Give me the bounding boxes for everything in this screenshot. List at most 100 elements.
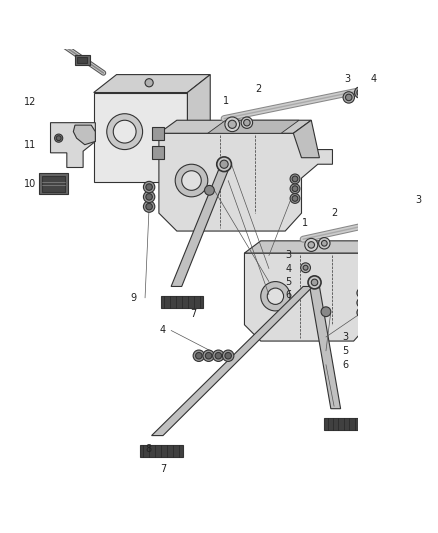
Circle shape — [54, 134, 63, 142]
Polygon shape — [73, 125, 95, 144]
Bar — [42, 176, 65, 192]
Text: 3: 3 — [343, 75, 350, 85]
Text: 2: 2 — [254, 84, 261, 94]
Circle shape — [290, 184, 299, 193]
Text: 2: 2 — [330, 208, 336, 218]
Circle shape — [175, 164, 207, 197]
Polygon shape — [140, 446, 182, 457]
Circle shape — [243, 119, 250, 126]
Text: 1: 1 — [301, 218, 307, 228]
Polygon shape — [93, 93, 187, 182]
Circle shape — [345, 94, 351, 101]
Polygon shape — [151, 286, 312, 435]
Circle shape — [219, 160, 228, 168]
Circle shape — [318, 238, 329, 249]
Circle shape — [290, 193, 299, 204]
Text: 7: 7 — [159, 464, 166, 474]
Circle shape — [356, 288, 366, 298]
Circle shape — [106, 114, 142, 150]
Text: 5: 5 — [342, 346, 348, 356]
Text: 6: 6 — [285, 289, 291, 300]
Circle shape — [356, 89, 363, 96]
Text: 4: 4 — [159, 326, 166, 335]
Polygon shape — [171, 168, 229, 286]
Polygon shape — [160, 296, 202, 309]
Circle shape — [427, 210, 434, 216]
Circle shape — [320, 307, 330, 317]
Circle shape — [302, 265, 307, 270]
Circle shape — [300, 263, 310, 272]
Circle shape — [260, 281, 290, 311]
Polygon shape — [93, 75, 210, 93]
Circle shape — [204, 185, 214, 195]
Circle shape — [434, 205, 438, 215]
Circle shape — [290, 174, 299, 184]
Circle shape — [205, 352, 212, 359]
Polygon shape — [358, 241, 384, 281]
Circle shape — [358, 310, 364, 316]
Polygon shape — [187, 75, 210, 167]
Circle shape — [358, 290, 364, 296]
Circle shape — [311, 279, 317, 286]
Circle shape — [342, 92, 353, 103]
Polygon shape — [309, 286, 340, 409]
Circle shape — [145, 193, 152, 200]
Circle shape — [56, 136, 61, 141]
Circle shape — [215, 352, 221, 359]
Circle shape — [195, 352, 201, 359]
Circle shape — [425, 207, 437, 219]
Text: 10: 10 — [24, 179, 36, 189]
Circle shape — [145, 204, 152, 210]
Circle shape — [356, 308, 366, 318]
Text: 3: 3 — [342, 332, 348, 342]
Text: 3: 3 — [285, 251, 291, 261]
Text: 4: 4 — [285, 263, 291, 273]
Circle shape — [291, 186, 297, 191]
Circle shape — [222, 350, 233, 361]
Bar — [75, 55, 89, 65]
Text: 4: 4 — [369, 75, 375, 85]
Circle shape — [145, 184, 152, 190]
Circle shape — [356, 298, 366, 308]
Text: 9: 9 — [130, 293, 136, 303]
Circle shape — [304, 238, 317, 252]
Circle shape — [240, 117, 252, 128]
Circle shape — [143, 181, 155, 193]
Circle shape — [291, 176, 297, 182]
Circle shape — [202, 350, 214, 361]
Circle shape — [228, 120, 236, 128]
Circle shape — [307, 241, 314, 248]
Circle shape — [353, 87, 365, 98]
Circle shape — [267, 288, 283, 304]
Polygon shape — [244, 241, 374, 253]
Text: 12: 12 — [24, 98, 36, 107]
Text: 7: 7 — [190, 309, 196, 319]
Circle shape — [291, 196, 297, 201]
Polygon shape — [244, 253, 395, 341]
Circle shape — [181, 171, 201, 190]
Circle shape — [358, 300, 364, 305]
Text: 3: 3 — [415, 195, 421, 205]
Polygon shape — [207, 120, 298, 133]
Circle shape — [416, 215, 423, 221]
Polygon shape — [50, 123, 95, 167]
Circle shape — [145, 79, 153, 87]
Bar — [152, 146, 163, 159]
Circle shape — [414, 212, 425, 224]
Polygon shape — [159, 120, 311, 133]
Circle shape — [193, 350, 204, 361]
Circle shape — [212, 350, 223, 361]
Circle shape — [216, 157, 231, 172]
Circle shape — [143, 191, 155, 203]
Text: 6: 6 — [342, 360, 348, 370]
Text: 1: 1 — [222, 96, 228, 106]
Text: 11: 11 — [24, 141, 36, 150]
Circle shape — [143, 201, 155, 212]
Circle shape — [307, 276, 320, 289]
Bar — [77, 56, 87, 63]
Bar — [152, 127, 163, 140]
Polygon shape — [293, 120, 319, 158]
Text: 8: 8 — [145, 445, 151, 455]
Circle shape — [113, 120, 136, 143]
Circle shape — [363, 84, 372, 94]
